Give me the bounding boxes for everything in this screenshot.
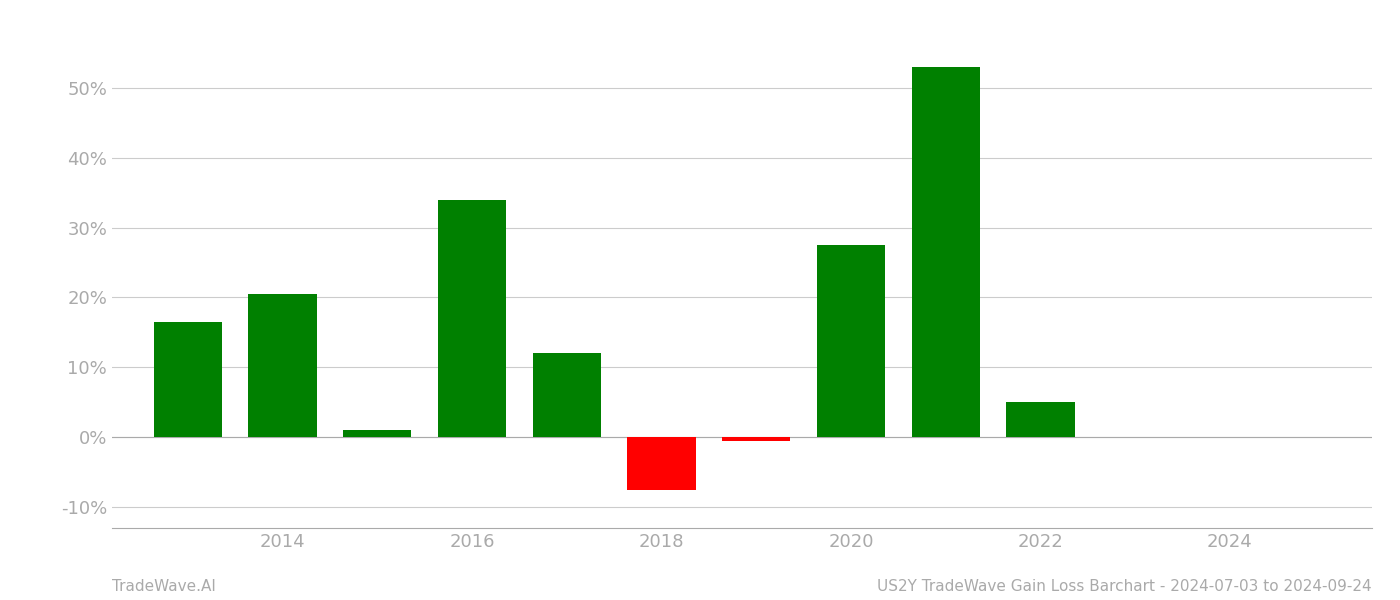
Bar (722, 437, 791, 440)
Bar (248, 294, 316, 437)
Bar (154, 322, 221, 437)
Bar (911, 67, 980, 437)
Text: US2Y TradeWave Gain Loss Barchart - 2024-07-03 to 2024-09-24: US2Y TradeWave Gain Loss Barchart - 2024… (878, 579, 1372, 594)
Bar (438, 200, 507, 437)
Bar (627, 437, 696, 490)
Bar (816, 245, 885, 437)
Bar (343, 430, 412, 437)
Text: TradeWave.AI: TradeWave.AI (112, 579, 216, 594)
Bar (1007, 402, 1075, 437)
Bar (532, 353, 601, 437)
